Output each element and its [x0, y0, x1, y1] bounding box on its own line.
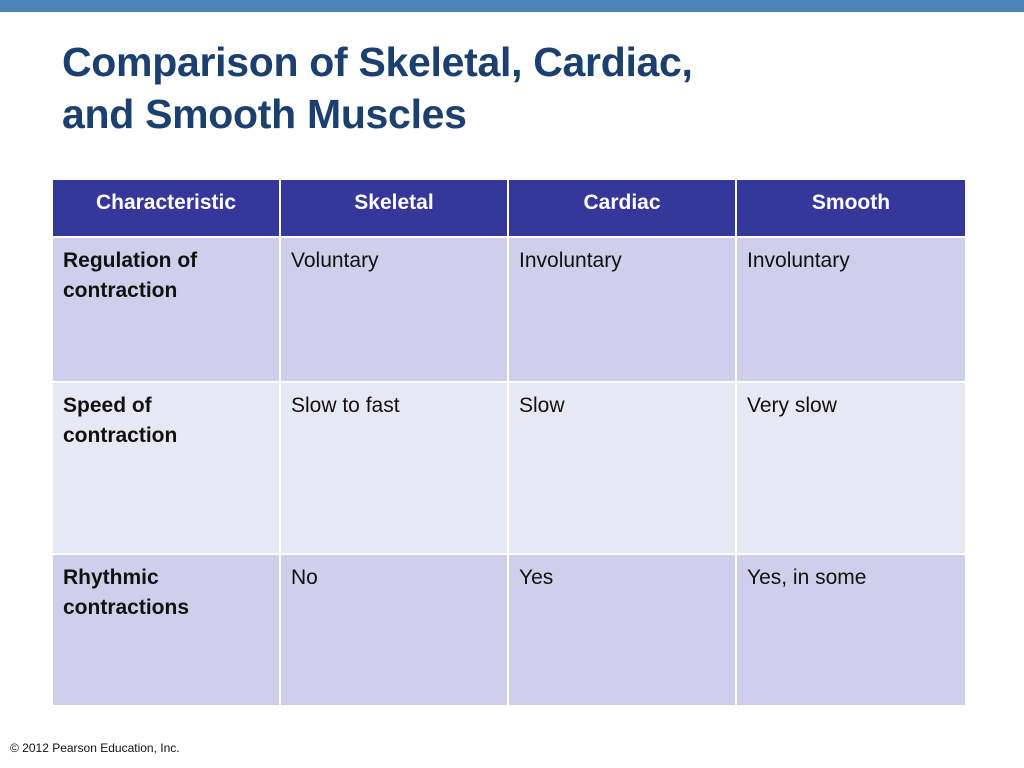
cell-skeletal: No — [279, 553, 509, 707]
cell-smooth: Yes, in some — [735, 553, 967, 707]
row-label: Speed of contraction — [51, 381, 281, 555]
header-smooth: Smooth — [735, 178, 967, 238]
copyright-notice: © 2012 Pearson Education, Inc. — [10, 741, 180, 755]
header-cardiac: Cardiac — [507, 178, 737, 238]
cell-cardiac: Yes — [507, 553, 737, 707]
row-label: Rhythmic contractions — [51, 553, 281, 707]
header-skeletal: Skeletal — [279, 178, 509, 238]
cell-cardiac: Slow — [507, 381, 737, 555]
cell-skeletal: Voluntary — [279, 236, 509, 383]
table-header-row: Characteristic Skeletal Cardiac Smooth — [51, 178, 967, 238]
slide-title-line-2: and Smooth Muscles — [62, 91, 467, 137]
table-row: Speed of contraction Slow to fast Slow V… — [51, 381, 967, 555]
row-label: Regulation of contraction — [51, 236, 281, 383]
cell-smooth: Very slow — [735, 381, 967, 555]
header-characteristic: Characteristic — [51, 178, 281, 238]
comparison-table: Characteristic Skeletal Cardiac Smooth R… — [51, 178, 967, 707]
table-row: Regulation of contraction Voluntary Invo… — [51, 236, 967, 383]
slide-title-line-1: Comparison of Skeletal, Cardiac, — [62, 39, 693, 85]
slide-title: Comparison of Skeletal, Cardiac, and Smo… — [62, 36, 962, 140]
table-row: Rhythmic contractions No Yes Yes, in som… — [51, 553, 967, 707]
cell-smooth: Involuntary — [735, 236, 967, 383]
cell-skeletal: Slow to fast — [279, 381, 509, 555]
cell-cardiac: Involuntary — [507, 236, 737, 383]
top-accent-bar — [0, 0, 1024, 12]
